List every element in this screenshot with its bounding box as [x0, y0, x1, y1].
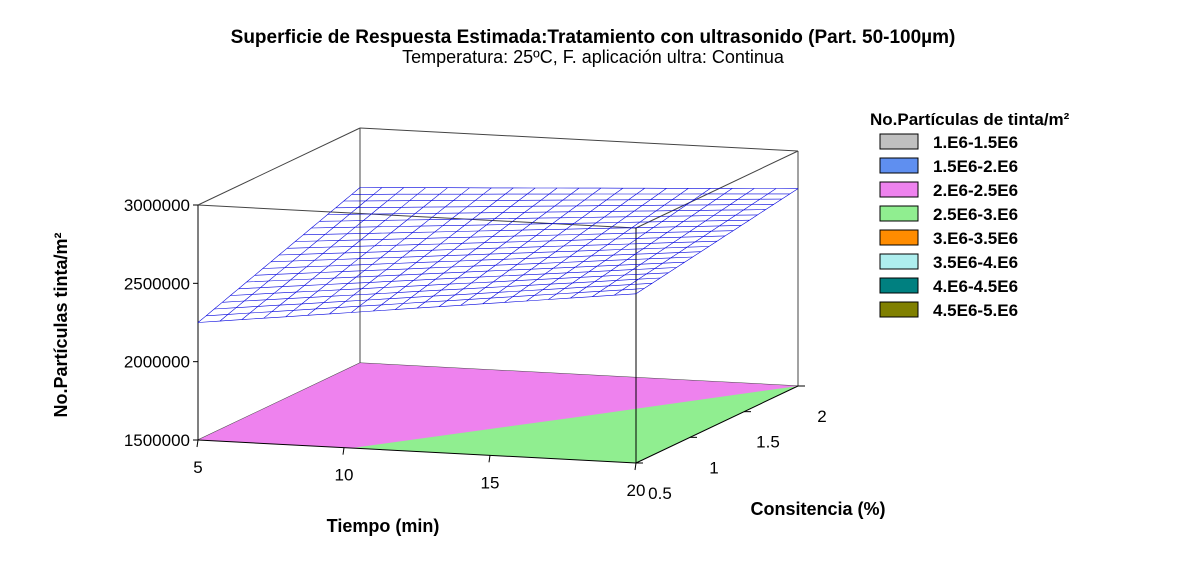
- legend-label: 1.5E6-2.E6: [933, 157, 1018, 176]
- mesh-line-y-10: [278, 240, 718, 256]
- box-edge-front-bottom: [197, 439, 637, 464]
- y-tick-label: 1: [709, 458, 718, 477]
- y-tick-label: 1.5: [756, 433, 780, 452]
- z-axis-label: No.Partículas tinta/m²: [51, 232, 71, 417]
- legend-swatch: [879, 301, 919, 318]
- mesh-line-y-17: [335, 204, 774, 209]
- mesh-line-y-20: [359, 187, 799, 189]
- legend-label: 2.E6-2.5E6: [933, 181, 1018, 200]
- legend-label: 3.5E6-4.E6: [933, 253, 1018, 272]
- legend-swatch: [879, 277, 919, 294]
- surface-mesh: [197, 187, 799, 323]
- mesh-line-y-18: [343, 198, 782, 202]
- mesh-line-y-16: [327, 209, 766, 215]
- z-tick-label: 1500000: [124, 431, 190, 450]
- mesh-line-y-8: [262, 251, 701, 269]
- x-tick-label: 15: [481, 473, 500, 492]
- mesh-line-y-11: [287, 235, 726, 249]
- mesh-line-y-3: [222, 277, 661, 303]
- mesh-line-y-9: [270, 246, 709, 263]
- box-edge-back-top: [359, 127, 799, 152]
- legend-swatch: [879, 229, 919, 246]
- chart-title: Superficie de Respuesta Estimada:Tratami…: [230, 27, 956, 48]
- x-tick-label: 20: [627, 481, 646, 500]
- x-tick-mark: [634, 462, 637, 471]
- mesh-line-y-0: [197, 293, 637, 323]
- legend-label: 1.E6-1.5E6: [933, 133, 1018, 152]
- legend-label: 4.5E6-5.E6: [933, 301, 1018, 320]
- legend-swatch: [879, 181, 919, 198]
- x-tick-mark: [488, 455, 491, 463]
- z-tick-label: 2500000: [124, 274, 190, 293]
- mesh-line-y-14: [311, 219, 750, 229]
- mesh-line-y-12: [295, 230, 734, 242]
- box-edge-right-top: [635, 150, 799, 229]
- z-tick-label: 3000000: [124, 196, 190, 215]
- legend-swatch: [879, 253, 919, 270]
- floor-region-2.5E6-3.E6: [351, 386, 798, 463]
- y-tick-label: 2: [817, 407, 826, 426]
- legend-title: No.Partículas de tinta/m²: [870, 110, 1070, 129]
- mesh-line-y-7: [254, 256, 693, 276]
- y-tick-label: 0.5: [648, 484, 672, 503]
- legend-label: 3.E6-3.5E6: [933, 229, 1018, 248]
- box-edge-right-bottom: [635, 385, 799, 464]
- chart-subtitle: Temperatura: 25ºC, F. aplicación ultra: …: [402, 47, 784, 67]
- legend-label: 4.E6-4.5E6: [933, 277, 1018, 296]
- x-tick-label: 5: [193, 458, 202, 477]
- y-axis-label: Consitencia (%): [750, 499, 885, 519]
- mesh-line-y-4: [230, 272, 669, 296]
- legend-swatch: [879, 157, 919, 174]
- legend-swatch: [879, 205, 919, 222]
- mesh-line-y-6: [246, 261, 685, 283]
- box-edge-left-top: [197, 127, 361, 206]
- z-tick-label: 2000000: [124, 353, 190, 372]
- mesh-line-y-1: [206, 288, 645, 317]
- legend-label: 2.5E6-3.E6: [933, 205, 1018, 224]
- axis-ticks: 1500000 2000000 2500000 3000000 5 10 15 20 0.5 1 1…: [124, 196, 827, 503]
- mesh-line-y-2: [214, 283, 653, 310]
- x-axis-label: Tiempo (min): [327, 516, 440, 536]
- floor-contour: [198, 363, 798, 463]
- x-tick-mark: [342, 447, 345, 455]
- legend: No.Partículas de tinta/m² 1.E6-1.5E6 1.5E…: [870, 110, 1070, 320]
- legend-swatch: [879, 133, 919, 150]
- x-tick-label: 10: [335, 466, 354, 485]
- mesh-line-y-13: [303, 225, 742, 236]
- mesh-line-y-5: [238, 267, 677, 290]
- x-tick-mark: [196, 439, 199, 448]
- box-edge-front-top: [197, 204, 637, 229]
- mesh-line-y-15: [319, 214, 758, 222]
